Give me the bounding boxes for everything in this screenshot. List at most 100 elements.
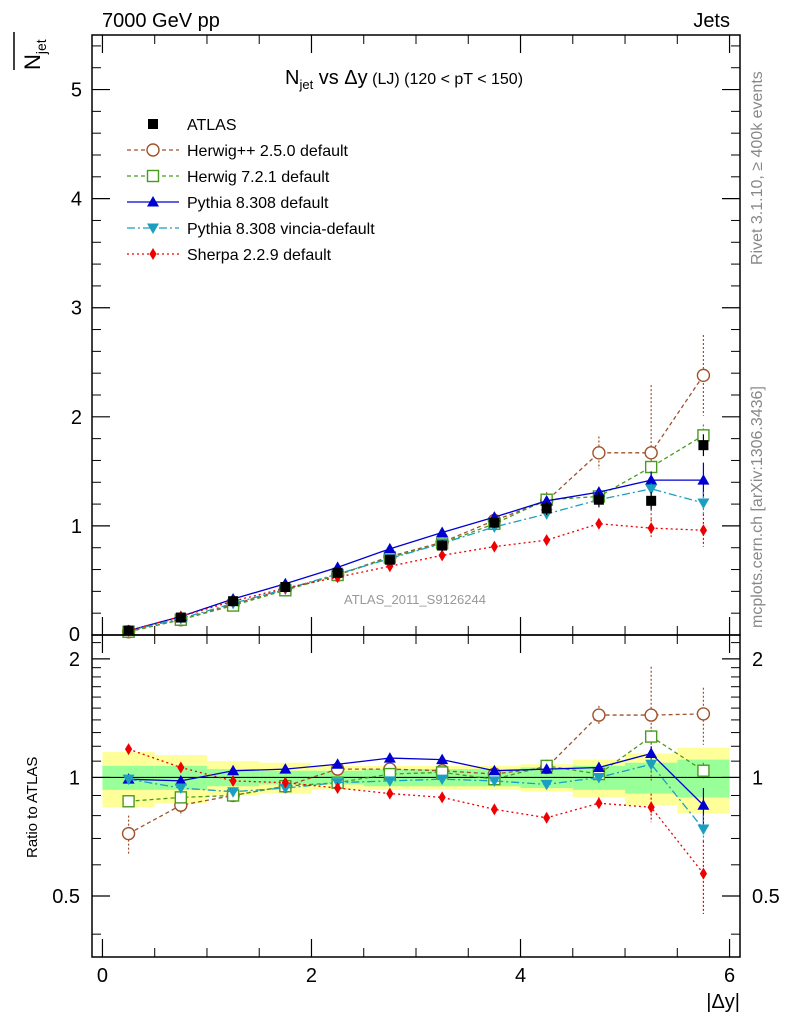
title-small: (LJ) bbox=[368, 71, 400, 88]
legend-marker bbox=[146, 143, 160, 157]
ratio-series-herwig-point bbox=[121, 826, 136, 841]
series-sherpa-point bbox=[647, 522, 655, 535]
ratio-series-sherpa-point bbox=[699, 867, 708, 880]
series-herwig-point bbox=[592, 446, 606, 460]
xtick-label: 0 bbox=[97, 965, 108, 987]
series-sherpa-point bbox=[543, 534, 551, 547]
legend-label: Sherpa 2.2.9 default bbox=[187, 247, 332, 264]
atlas-data-point bbox=[646, 495, 657, 506]
ratio-series-sherpa-point bbox=[490, 803, 498, 816]
ratio-ytick-label-right: 0.5 bbox=[752, 886, 780, 908]
svg-text:Njet: Njet bbox=[20, 39, 49, 70]
title-range: (120 < pT < 150) bbox=[400, 71, 523, 88]
atlas-data-point bbox=[123, 625, 134, 636]
main-ytick-label: 3 bbox=[71, 298, 82, 320]
ratio-series-pythia-point bbox=[645, 747, 658, 759]
atlas-data-point bbox=[384, 554, 395, 565]
atlas-data-point bbox=[489, 517, 500, 528]
series-herwig-point bbox=[644, 446, 658, 460]
watermark: ATLAS_2011_S9126244 bbox=[344, 592, 486, 607]
ratio-series-sherpa-point bbox=[647, 801, 655, 814]
main-ytick-label-zero: 0 bbox=[69, 624, 80, 646]
ratio-series-pythia-point bbox=[592, 772, 605, 784]
series-sherpa-point bbox=[595, 517, 603, 530]
y-axis-label-main: Njet bbox=[13, 32, 49, 70]
legend-marker bbox=[146, 169, 160, 183]
ratio-series-sherpa-point bbox=[438, 791, 446, 804]
ratio-series-pythia-point bbox=[697, 824, 710, 835]
series-sherpa-line bbox=[128, 523, 704, 632]
ratio-series-pythia-point bbox=[331, 758, 344, 769]
ratio-series-pythia-point bbox=[592, 761, 605, 772]
ratio-series-herwig-line bbox=[128, 713, 704, 835]
ratio-series-sherpa-point bbox=[334, 782, 342, 795]
legend-label-atlas: ATLAS bbox=[187, 117, 237, 134]
ratio-series-herwig-line bbox=[128, 735, 704, 802]
legend-marker-atlas bbox=[148, 119, 158, 129]
plot-title: Njet vs Δy (LJ) (120 < pT < 150) bbox=[285, 67, 523, 92]
ratio-series-sherpa-point bbox=[177, 761, 185, 774]
ratio-series-sherpa-line bbox=[128, 748, 704, 874]
series-herwig-line bbox=[128, 375, 704, 633]
ratio-series-sherpa-point bbox=[124, 743, 133, 756]
main-ytick-label: 5 bbox=[71, 80, 82, 102]
series-pythia-line bbox=[128, 488, 704, 632]
legend-marker bbox=[149, 248, 157, 260]
ratio-series-herwig-point bbox=[697, 764, 710, 777]
series-pythia-point bbox=[645, 474, 658, 485]
title-sub: jet bbox=[298, 77, 313, 92]
series-sherpa-point bbox=[438, 549, 446, 562]
ratio-series-pythia-point bbox=[697, 799, 710, 810]
main-ytick-label: 4 bbox=[71, 189, 82, 211]
ratio-series-pythia-point bbox=[227, 764, 240, 776]
ratio-ytick-label: 2 bbox=[69, 649, 80, 671]
ratio-series-herwig-point bbox=[696, 707, 711, 721]
ratio-series-sherpa-point bbox=[229, 774, 237, 787]
ratio-series-pythia-point bbox=[488, 776, 501, 787]
legend-marker bbox=[147, 196, 159, 207]
ratio-series-pythia-point bbox=[227, 787, 240, 798]
atlas-data-point bbox=[437, 540, 448, 551]
atlas-data-point bbox=[541, 503, 552, 514]
ratio-series-pythia-line bbox=[128, 752, 704, 806]
legend-label: Pythia 8.308 vincia-default bbox=[187, 221, 375, 238]
ratio-series-pythia-point bbox=[383, 776, 396, 787]
xtick-label: 4 bbox=[515, 965, 526, 987]
rivet-label: Rivet 3.1.10, ≥ 400k events bbox=[749, 71, 766, 265]
main-ytick-label: 2 bbox=[71, 407, 82, 429]
atlas-data-point bbox=[175, 612, 186, 623]
mcplots-label: mcplots.cern.ch [arXiv:1306.3436] bbox=[749, 386, 766, 628]
header-right: Jets bbox=[693, 10, 730, 32]
atlas-data-point bbox=[593, 494, 604, 505]
ratio-series-pythia-point bbox=[540, 779, 553, 791]
ratio-series-pythia-point bbox=[279, 783, 292, 795]
ratio-series-herwig-point bbox=[592, 708, 606, 722]
ratio-series-sherpa-point bbox=[386, 787, 394, 800]
title-vs: vs Δy bbox=[313, 67, 367, 89]
ratio-ytick-label: 1 bbox=[69, 767, 80, 789]
x-axis-label: |Δy| bbox=[706, 991, 740, 1013]
ratio-series-pythia-point bbox=[488, 764, 501, 776]
legend-marker bbox=[147, 223, 159, 234]
legend-label: Pythia 8.308 default bbox=[187, 195, 329, 212]
ratio-series-sherpa-point bbox=[543, 811, 551, 824]
ratio-ytick-label-right: 1 bbox=[752, 767, 763, 789]
ratio-series-pythia-point bbox=[436, 774, 449, 786]
ratio-series-pythia-point bbox=[540, 763, 553, 774]
series-pythia-point bbox=[697, 474, 710, 485]
ratio-series-herwig-point bbox=[644, 730, 658, 743]
series-sherpa-point bbox=[490, 540, 498, 553]
ylabel-sub: jet bbox=[33, 39, 49, 55]
ratio-panel: 0.5 0.5 1 1 2 2 0 2 4 6 bbox=[52, 634, 780, 987]
series-pythia-point bbox=[436, 526, 449, 537]
ratio-series-pythia-line bbox=[128, 763, 704, 830]
header-left: 7000 GeV pp bbox=[102, 10, 220, 32]
ratio-series-pythia-point bbox=[436, 753, 449, 765]
series-pythia-point bbox=[645, 484, 658, 495]
series-pythia-line bbox=[128, 479, 704, 632]
series-herwig-point bbox=[644, 460, 658, 474]
series-pythia-point bbox=[592, 486, 605, 497]
xtick-label: 2 bbox=[306, 965, 317, 987]
xtick-label: 6 bbox=[724, 965, 735, 987]
